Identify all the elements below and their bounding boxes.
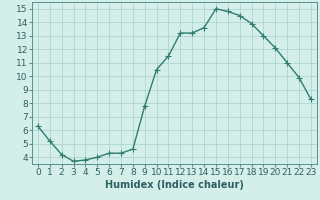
X-axis label: Humidex (Indice chaleur): Humidex (Indice chaleur) <box>105 180 244 190</box>
